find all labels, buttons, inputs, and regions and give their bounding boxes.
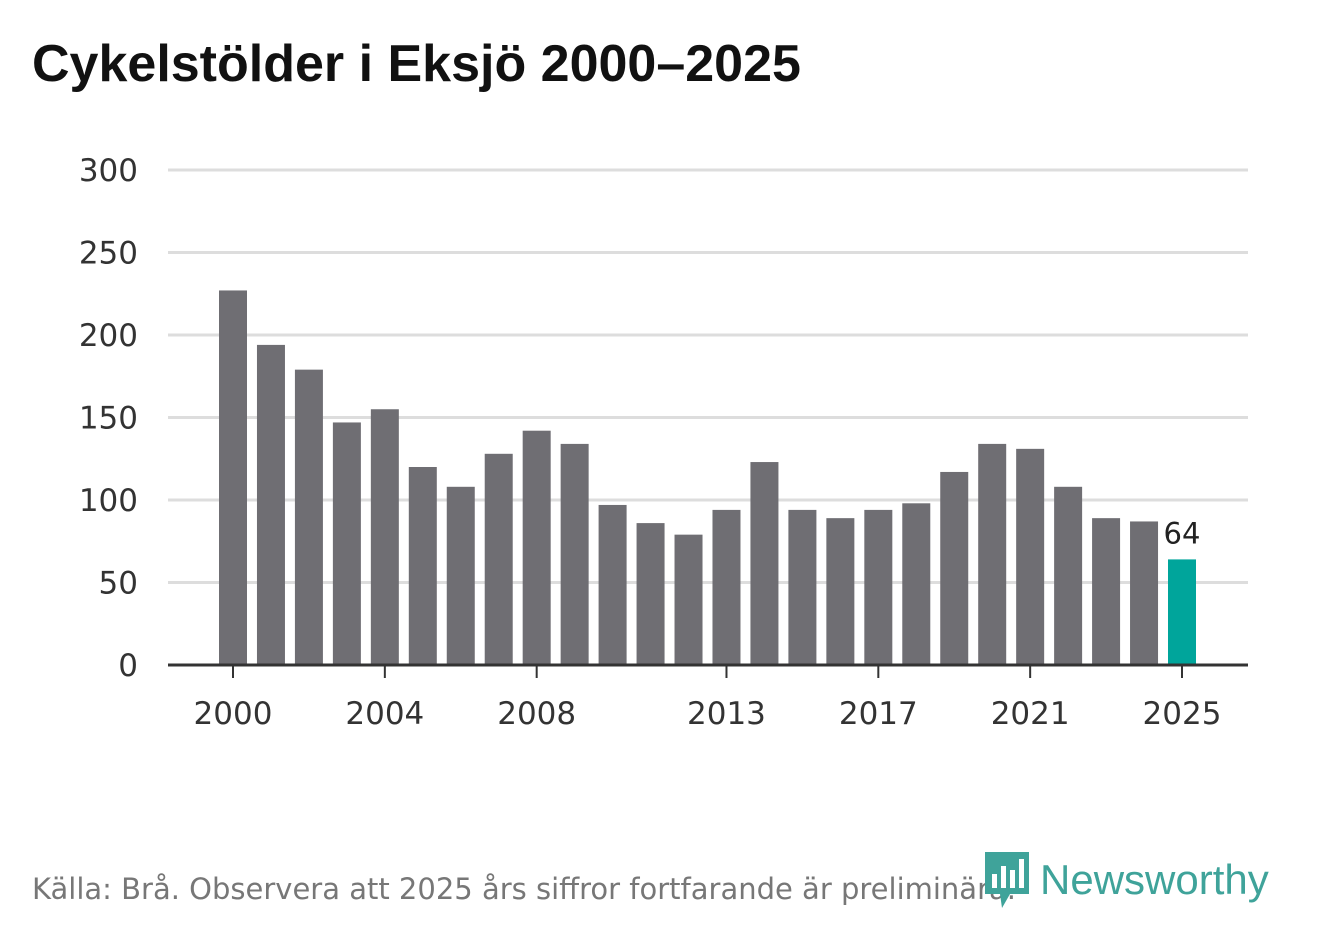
y-tick-label: 50 [99,566,138,602]
bar-2011 [636,523,665,665]
bar-2009 [560,443,589,665]
bar-2005 [408,467,437,665]
bar-2024 [1130,521,1159,665]
y-tick-label: 100 [79,483,138,519]
bars [219,290,1196,665]
bar-2000 [219,290,247,665]
brand-name: Newsworthy [1040,856,1269,903]
gridlines [168,168,1248,584]
bar-2002 [294,369,323,665]
bar-2013 [712,509,741,665]
y-tick-label: 0 [118,648,138,684]
x-tick-label: 2004 [345,696,424,732]
bar-2003 [332,422,361,665]
bar-2008 [522,430,551,665]
data-label-2025: 64 [1164,516,1201,550]
y-tick-label: 200 [79,318,138,354]
x-tick-label: 2008 [497,696,576,732]
bar-2019 [940,471,969,665]
y-axis-labels: 0 50 100 150 200 250 300 [79,153,138,684]
bar-chart-pin-icon [985,852,1029,908]
y-tick-label: 150 [79,401,138,437]
bar-2010 [598,504,627,665]
bar-2018 [902,503,931,665]
x-tick-label: 2017 [839,696,918,732]
bar-2014 [750,462,779,665]
bar-2025 [1168,559,1196,665]
bar-2006 [446,486,475,665]
data-labels: 64 [1164,516,1201,550]
bar-2004 [370,409,399,665]
bar-2021 [1016,448,1045,665]
x-tick-label: 2025 [1143,696,1222,732]
x-tick-label: 2013 [687,696,766,732]
bar-2016 [826,518,855,665]
bar-2015 [788,509,817,665]
source-note: Källa: Brå. Observera att 2025 års siffr… [32,872,1016,906]
x-axis-labels: 2000 2004 2008 2013 2017 2021 2025 [194,696,1222,732]
bar-2001 [256,344,285,665]
bar-2017 [864,509,893,665]
chart-title: Cykelstölder i Eksjö 2000–2025 [32,35,801,93]
x-tick-label: 2021 [991,696,1070,732]
bar-2023 [1092,518,1121,665]
y-tick-label: 250 [79,236,138,272]
bar-2022 [1054,486,1083,665]
y-tick-label: 300 [79,153,138,189]
bar-2020 [978,443,1007,665]
bar-2012 [674,534,703,665]
x-axis [168,663,1248,678]
bar-2007 [484,453,513,665]
x-tick-label: 2000 [194,696,273,732]
newsworthy-brand[interactable]: Newsworthy [982,850,1269,910]
